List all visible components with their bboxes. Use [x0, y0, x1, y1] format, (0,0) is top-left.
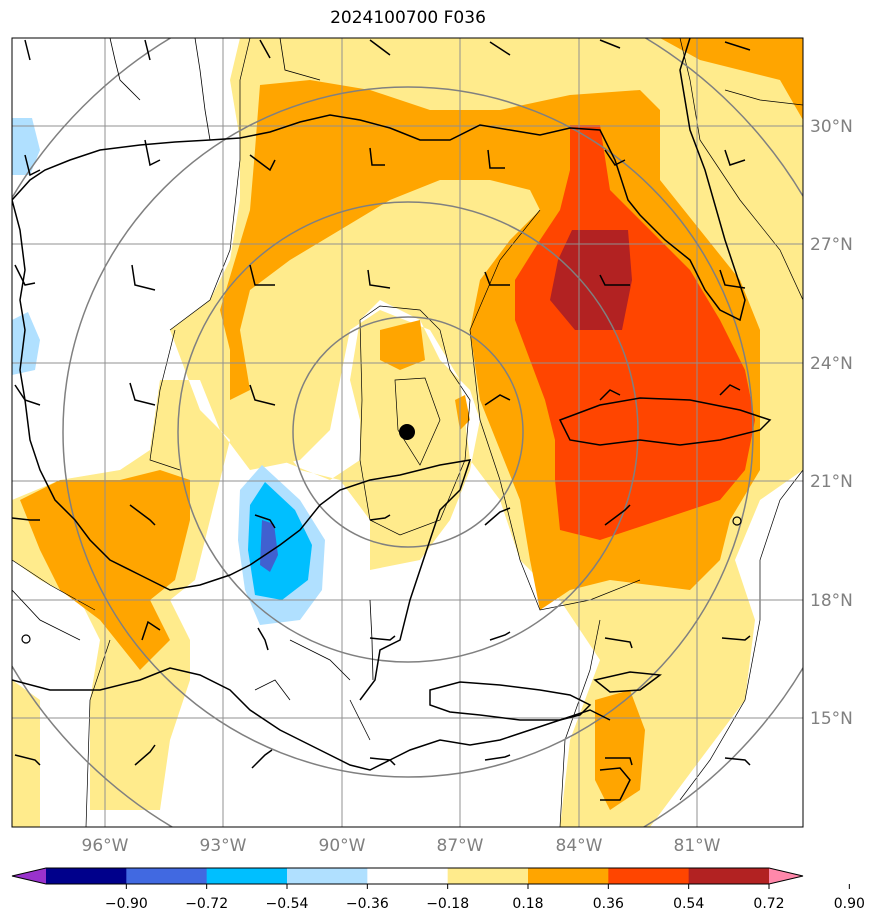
- colorbar-tick-label: 0.72: [753, 896, 784, 912]
- colorbar-tick-label: 0.54: [673, 896, 704, 912]
- contour-fill-negative: [12, 118, 325, 625]
- lat-label: 18°N: [810, 591, 853, 611]
- graticule: [12, 38, 803, 827]
- lon-label: 81°W: [674, 836, 721, 856]
- colorbar-tick-label: −0.90: [105, 896, 148, 912]
- contour-fill-0.54: [515, 125, 755, 540]
- colorbar-tick-label: 0.36: [593, 896, 624, 912]
- colorbar-segment: [688, 868, 770, 884]
- storm-center-marker: [399, 424, 415, 440]
- colorbar-tick-label: −0.54: [266, 896, 309, 912]
- lat-label: 30°N: [810, 117, 853, 137]
- lat-label: 27°N: [810, 235, 853, 255]
- calm-wind-marker: [732, 516, 742, 526]
- colorbar-segment: [608, 868, 690, 884]
- colorbar-tick-label: −0.18: [426, 896, 469, 912]
- coastlines: [12, 38, 772, 801]
- colorbar-segment: [447, 868, 529, 884]
- colorbar-segment: [367, 868, 449, 884]
- lat-label: 24°N: [810, 354, 853, 374]
- colorbar-segment: [287, 868, 368, 884]
- borders: [12, 38, 803, 741]
- colorbar-extend-low: [12, 868, 46, 884]
- colorbar-extend-high: [769, 868, 803, 884]
- colorbar-tick-label: −0.72: [185, 896, 228, 912]
- map-title: 2024100700 F036: [330, 8, 486, 28]
- calm-wind-marker: [21, 634, 31, 644]
- contour-fill-0.72: [550, 230, 632, 330]
- latitude-labels: 30°N 27°N 24°N 21°N 18°N 15°N: [810, 117, 853, 729]
- map-area: [12, 38, 803, 827]
- colorbar-segment: [46, 868, 127, 884]
- colorbar-tick-label: −0.36: [346, 896, 389, 912]
- colorbar-segment: [528, 868, 609, 884]
- lon-label: 90°W: [319, 836, 366, 856]
- lon-label: 84°W: [556, 836, 603, 856]
- colorbar-segment: [126, 868, 208, 884]
- lat-label: 21°N: [810, 472, 853, 492]
- lat-label: 15°N: [810, 709, 853, 729]
- colorbar: −0.90 −0.72 −0.54 −0.36 −0.18 0.18 0.36 0.54 0.7…: [11, 867, 865, 912]
- colorbar-tick-label: 0.90: [834, 896, 865, 912]
- lon-label: 87°W: [437, 836, 484, 856]
- colorbar-segment: [206, 868, 288, 884]
- wind-barbs: [12, 39, 751, 769]
- map-frame: [11, 37, 804, 828]
- lon-label: 96°W: [82, 836, 129, 856]
- colorbar-tick-label: 0.18: [512, 896, 543, 912]
- lon-label: 93°W: [200, 836, 247, 856]
- longitude-labels: 96°W 93°W 90°W 87°W 84°W 81°W: [82, 836, 721, 856]
